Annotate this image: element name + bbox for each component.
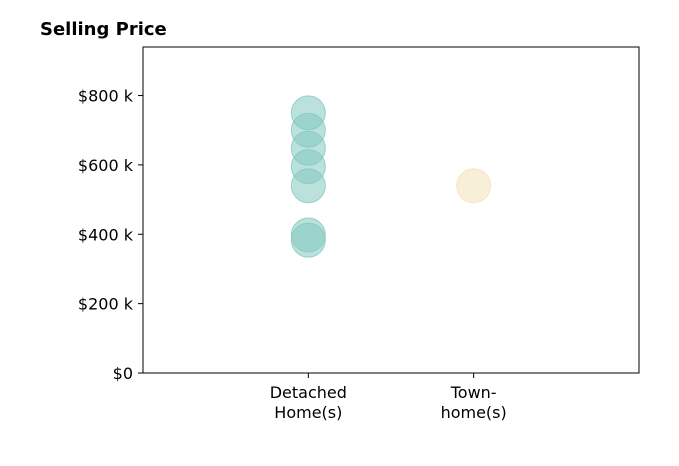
- y-tick-label: $200 k: [78, 295, 134, 314]
- plot-area-frame: [142, 46, 640, 374]
- y-tick-label: $600 k: [78, 156, 134, 175]
- y-tick-label: $0: [113, 364, 133, 383]
- chart-title: Selling Price: [40, 19, 167, 40]
- data-points: [290, 95, 492, 258]
- x-tick-label: Detached Home(s): [270, 383, 347, 422]
- data-point: [456, 168, 492, 204]
- data-point: [290, 168, 326, 204]
- y-axis: $0 $200 k $400 k $600 k $800 k: [78, 87, 143, 383]
- data-point: [290, 222, 326, 258]
- x-tick-label: Town-home(s): [441, 383, 507, 422]
- y-tick-label: $400 k: [78, 225, 134, 244]
- y-tick-label: $800 k: [78, 87, 134, 106]
- x-axis: Detached Home(s) Town-home(s): [270, 373, 507, 422]
